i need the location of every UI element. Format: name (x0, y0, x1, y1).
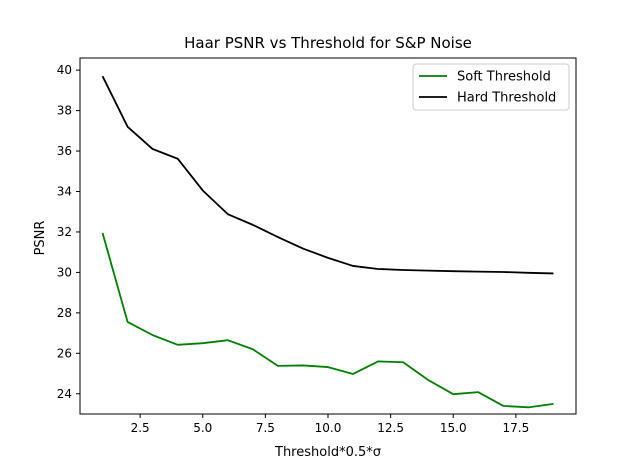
y-tick-label: 36 (57, 144, 72, 158)
plot-frame (79, 57, 577, 415)
y-tick-label: 40 (57, 63, 72, 77)
legend-label-1: Hard Threshold (457, 91, 556, 106)
y-tick-label: 34 (57, 185, 72, 199)
x-tick-label: 12.5 (377, 421, 404, 435)
y-tick-label: 26 (57, 346, 72, 360)
series-line-1 (101, 75, 554, 275)
x-tick-label: 15.0 (440, 421, 467, 435)
y-tick-label: 30 (57, 265, 72, 279)
y-tick-label: 38 (57, 104, 72, 118)
legend-box (412, 63, 570, 111)
y-tick-label: 28 (57, 306, 72, 320)
y-tick-label: 24 (57, 387, 72, 401)
x-tick-label: 5.0 (193, 421, 212, 435)
x-axis-label: Threshold*0.5*σ (274, 445, 381, 460)
x-tick-label: 10.0 (315, 421, 342, 435)
x-tick-label: 17.5 (503, 421, 530, 435)
plot-area: 2.5 5.0 7.5 10.0 12.5 15.0 17.5 24 26 28 30 32 34 36 3… (57, 57, 577, 435)
chart-title: Haar PSNR vs Threshold for S&P Noise (184, 34, 472, 52)
y-tick-label: 32 (57, 225, 72, 239)
y-axis-label: PSNR (33, 221, 48, 256)
legend: Soft Threshold Hard Threshold (412, 63, 570, 111)
x-tick-label: 2.5 (131, 421, 150, 435)
x-tick-label: 7.5 (256, 421, 275, 435)
series-line-0 (101, 232, 554, 409)
legend-label-0: Soft Threshold (457, 70, 551, 85)
